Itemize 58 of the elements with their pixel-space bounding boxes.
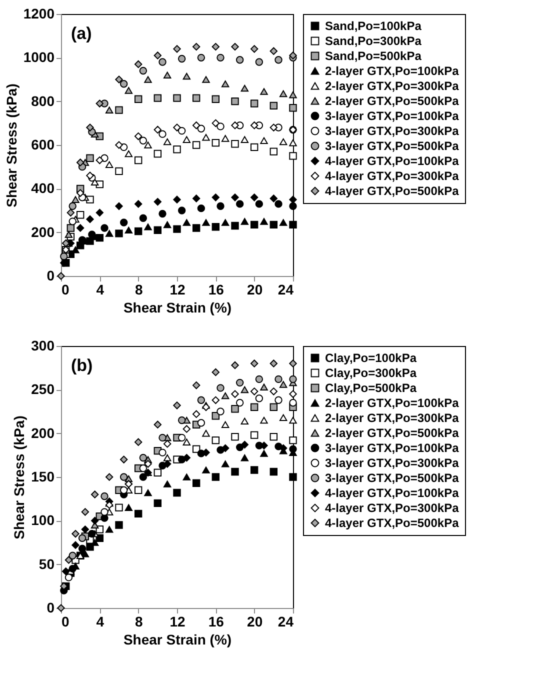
legend-label: Sand,Po=100kPa (325, 19, 422, 33)
x-tick-label: 8 (134, 614, 143, 630)
x-tick-label: 24 (278, 282, 294, 298)
legend-label: 3-layer GTX,Po=500kPa (325, 471, 460, 485)
y-tick-label: 300 (31, 338, 55, 354)
y-tick-label: 1200 (23, 6, 55, 22)
legend-label: 4-layer GTX,Po=500kPa (325, 516, 460, 530)
legend-label: Clay,Po=500kPa (325, 381, 417, 395)
y-tick-label: 50 (38, 556, 55, 572)
legend-label: 2-layer GTX,Po=500kPa (325, 426, 460, 440)
y-tick-label: 0 (46, 600, 55, 616)
y-tick-label: 800 (31, 92, 55, 109)
y-tick-label: 600 (31, 136, 55, 152)
y-tick-label: 150 (31, 468, 55, 484)
y-tick-label: 250 (31, 381, 55, 398)
x-tick-label: 16 (208, 282, 224, 298)
y-tick-label: 1000 (23, 49, 55, 66)
y-axis-title: Shear Stress (kPa) (3, 84, 20, 208)
x-tick-label: 0 (62, 614, 70, 630)
x-axis-title: Shear Strain (%) (123, 300, 232, 316)
legend-label: 2-layer GTX,Po=300kPa (325, 411, 460, 425)
legend-label: 3-layer GTX,Po=300kPa (325, 456, 460, 470)
legend-label: Sand,Po=500kPa (325, 49, 422, 63)
legend-label: 3-layer GTX,Po=100kPa (325, 109, 460, 123)
legend-label: Clay,Po=300kPa (325, 366, 417, 380)
legend-label: 4-layer GTX,Po=500kPa (325, 184, 460, 198)
x-tick-label: 4 (96, 614, 104, 630)
x-tick-label: 20 (247, 614, 263, 630)
legend-label: 2-layer GTX,Po=100kPa (325, 64, 460, 78)
y-tick-label: 100 (31, 512, 55, 528)
legend-label: Clay,Po=100kPa (325, 351, 417, 365)
legend-label: 4-layer GTX,Po=100kPa (325, 154, 460, 168)
y-tick-label: 400 (31, 180, 55, 196)
x-tick-label: 24 (278, 614, 294, 630)
legend-label: 4-layer GTX,Po=300kPa (325, 501, 460, 515)
x-tick-label: 16 (208, 614, 224, 630)
x-tick-label: 4 (96, 282, 104, 298)
y-tick-label: 200 (31, 424, 55, 441)
x-tick-label: 0 (62, 282, 70, 298)
x-tick-label: 8 (134, 282, 143, 298)
x-tick-label: 20 (247, 282, 263, 298)
y-tick-label: 0 (46, 268, 55, 284)
x-tick-label: 12 (170, 282, 186, 298)
annotation: (a) (71, 24, 92, 43)
legend-label: 2-layer GTX,Po=300kPa (325, 79, 460, 93)
legend-label: 3-layer GTX,Po=100kPa (325, 441, 460, 455)
legend-label: 4-layer GTX,Po=100kPa (325, 486, 460, 500)
legend-label: Sand,Po=300kPa (325, 34, 422, 48)
annotation: (b) (71, 356, 93, 375)
y-axis-title: Shear Stress (kPa) (11, 416, 28, 540)
legend-label: 2-layer GTX,Po=500kPa (325, 94, 460, 108)
x-axis-title: Shear Strain (%) (123, 632, 232, 648)
x-tick-label: 12 (170, 614, 186, 630)
y-tick-label: 200 (31, 224, 55, 240)
legend-label: 2-layer GTX,Po=100kPa (325, 396, 460, 410)
legend-label: 3-layer GTX,Po=500kPa (325, 139, 460, 153)
legend-label: 3-layer GTX,Po=300kPa (325, 124, 460, 138)
legend-label: 4-layer GTX,Po=300kPa (325, 169, 460, 183)
